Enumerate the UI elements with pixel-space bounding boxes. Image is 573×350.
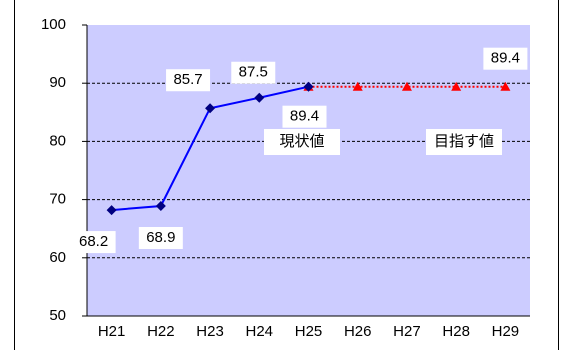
- data-point: [401, 81, 412, 91]
- x-tick-label: H21: [98, 323, 126, 340]
- data-label: 68.2: [79, 233, 108, 250]
- data-point: [205, 103, 216, 114]
- x-tick-label: H24: [246, 323, 274, 340]
- y-tick-label: 90: [49, 74, 66, 91]
- data-label-bg: [166, 69, 211, 92]
- x-tick-label: H23: [196, 323, 224, 340]
- data-label-bg: [71, 231, 116, 254]
- series-name: 目指す値: [434, 133, 494, 150]
- data-label: 85.7: [173, 71, 202, 88]
- x-tick-label: H25: [295, 323, 323, 340]
- data-label: 87.5: [239, 64, 268, 81]
- x-tick-label: H22: [147, 323, 175, 340]
- series-name: 現状値: [279, 133, 324, 150]
- data-label: 89.4: [491, 50, 520, 67]
- y-tick-label: 100: [41, 16, 66, 33]
- data-label-bg: [138, 227, 183, 250]
- x-tick-label: H27: [393, 323, 421, 340]
- series-name-box: [264, 129, 340, 155]
- data-label-bg: [282, 105, 327, 128]
- x-tick-label: H29: [492, 323, 520, 340]
- x-tick-label: H28: [442, 323, 470, 340]
- data-point: [500, 81, 511, 91]
- data-label: 68.9: [146, 229, 175, 246]
- plot-area: [87, 25, 530, 316]
- y-tick-label: 60: [49, 249, 66, 266]
- data-point: [155, 201, 166, 212]
- data-point: [254, 92, 265, 103]
- data-label-bg: [483, 47, 528, 70]
- data-point: [352, 81, 363, 91]
- data-point: [451, 81, 462, 91]
- series-name-box: [426, 129, 502, 155]
- y-tick-label: 50: [49, 307, 66, 324]
- data-label-bg: [231, 61, 276, 84]
- x-tick-label: H26: [344, 323, 372, 340]
- y-tick-label: 80: [49, 132, 66, 149]
- data-point: [303, 81, 314, 92]
- data-point: [106, 205, 117, 216]
- y-tick-label: 70: [49, 191, 66, 208]
- data-label: 89.4: [290, 108, 319, 125]
